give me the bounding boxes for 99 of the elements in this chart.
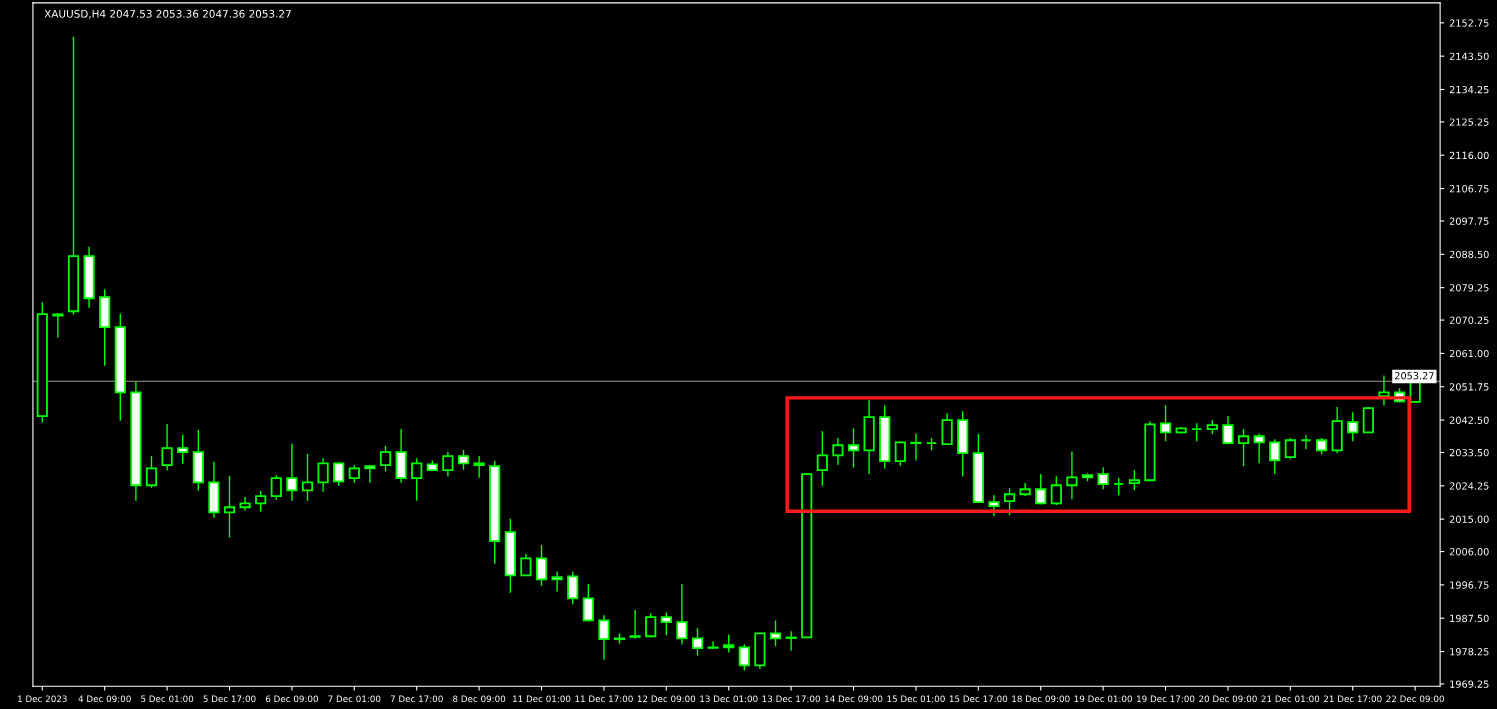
- candlestick: [270, 474, 282, 501]
- candlestick: [769, 619, 782, 648]
- candlestick: [1003, 487, 1016, 516]
- candlestick: [1097, 466, 1109, 490]
- candlestick: [177, 434, 189, 465]
- candlestick: [1128, 469, 1140, 492]
- candlestick: [442, 451, 454, 478]
- candlestick: [598, 614, 610, 661]
- candlestick: [473, 455, 485, 479]
- x-tick-label: 20 Dec 09:00: [1199, 695, 1257, 703]
- x-tick-label: 19 Dec 01:00: [1074, 695, 1132, 703]
- candlestick: [223, 475, 236, 539]
- candlestick: [1253, 432, 1265, 464]
- y-tick-label: 2070.25: [1449, 316, 1489, 324]
- x-tick-label: 8 Dec 09:00: [453, 695, 506, 703]
- candlestick: [161, 423, 173, 472]
- candlestick: [301, 453, 314, 502]
- text: XAUUSD,H4 2047.53 2053.36 2047.36 2053.27: [44, 9, 291, 19]
- y-tick-label: 2051.75: [1449, 383, 1489, 391]
- x-tick-label: 18 Dec 09:00: [1012, 695, 1070, 703]
- candlestick: [1284, 437, 1296, 461]
- y-tick-label: 2125.25: [1449, 118, 1489, 126]
- x-tick-label: 12 Dec 09:00: [637, 695, 696, 703]
- x-tick-label: 4 Dec 09:00: [78, 695, 131, 703]
- x-tick-label: 5 Dec 17:00: [203, 695, 256, 703]
- y-tick-label: 2042.50: [1449, 416, 1489, 424]
- candlestick: [1269, 438, 1281, 475]
- x-tick-label: 13 Dec 17:00: [762, 695, 820, 703]
- candlestick: [286, 443, 298, 502]
- y-tick-label: 2006.00: [1449, 548, 1489, 556]
- x-tick-label: 11 Dec 17:00: [575, 695, 633, 703]
- x-tick-label: 11 Dec 01:00: [513, 695, 571, 703]
- candlestick: [1050, 475, 1062, 506]
- candlestick: [988, 494, 1000, 517]
- candlestick: [1066, 450, 1078, 501]
- y-tick-label: 2024.25: [1449, 482, 1489, 490]
- x-tick-label: 6 Dec 09:00: [265, 695, 318, 703]
- y-tick-label: 2116.00: [1449, 151, 1489, 160]
- candlestick: [1237, 428, 1250, 467]
- candlestick: [457, 449, 470, 471]
- x-tick-label: 21 Dec 17:00: [1323, 695, 1382, 703]
- y-tick-label: 2015.00: [1449, 515, 1489, 523]
- candlestick: [1347, 411, 1359, 443]
- candlestick: [582, 583, 594, 623]
- candlestick: [535, 544, 548, 587]
- candlestick: [691, 627, 704, 657]
- candlestick: [1300, 434, 1312, 450]
- candlestick: [1035, 473, 1047, 506]
- y-tick-label: 2079.25: [1449, 284, 1489, 292]
- candlestick: [379, 445, 392, 473]
- candlestick: [1222, 415, 1234, 445]
- candlestick: [723, 633, 735, 654]
- candlestick: [520, 553, 532, 577]
- x-tick-label: 5 Dec 01:00: [141, 695, 194, 703]
- x-tick-label: 21 Dec 01:00: [1261, 695, 1320, 703]
- candlestick: [364, 464, 376, 484]
- x-tick-label: 22 Dec 09:00: [1386, 695, 1444, 703]
- candlestick: [847, 427, 860, 469]
- y-tick-label: 1996.75: [1450, 581, 1489, 589]
- y-tick-label: 2134.25: [1449, 85, 1489, 94]
- candlestick: [567, 570, 579, 605]
- candlestick: [1191, 422, 1203, 443]
- x-tick-label: 13 Dec 01:00: [700, 695, 758, 703]
- y-tick-label: 2097.75: [1449, 217, 1489, 225]
- candlestick: [317, 457, 329, 493]
- candlestick: [738, 643, 750, 672]
- x-tick-label: 15 Dec 17:00: [949, 695, 1008, 703]
- candlestick: [255, 490, 267, 513]
- candlestick: [551, 570, 563, 593]
- candlestick: [707, 640, 719, 650]
- candlestick: [676, 583, 688, 646]
- candlestick: [629, 609, 641, 640]
- candlestick: [411, 457, 423, 502]
- y-tick-label: 2033.50: [1449, 448, 1489, 457]
- y-tick-label: 1969.25: [1450, 680, 1489, 688]
- candlestick: [785, 630, 797, 652]
- candlestick: [145, 455, 158, 489]
- y-tick-label: 2106.75: [1449, 185, 1489, 193]
- y-tick-label: 2088.50: [1449, 250, 1489, 259]
- x-tick-label: 14 Dec 09:00: [825, 695, 883, 703]
- y-tick-label: 2152.75: [1449, 19, 1489, 27]
- candlestick: [910, 432, 922, 462]
- x-tick-label: 1 Dec 2023: [18, 695, 67, 703]
- y-tick-label: 1987.50: [1450, 614, 1489, 623]
- x-tick-label: 7 Dec 17:00: [390, 695, 443, 703]
- y-tick-label: 2061.00: [1449, 349, 1489, 358]
- candlestick: [1159, 404, 1172, 443]
- candlestick: [645, 612, 657, 639]
- x-tick-label: 15 Dec 01:00: [887, 695, 945, 703]
- y-tick-label: 1978.25: [1450, 648, 1489, 656]
- candlestick: [894, 440, 906, 467]
- x-tick-label: 19 Dec 17:00: [1137, 695, 1195, 703]
- candlestick: [1378, 374, 1390, 406]
- y-tick-label: 2143.50: [1449, 52, 1489, 60]
- candlestick: [660, 611, 672, 636]
- x-tick-label: 7 Dec 01:00: [328, 695, 381, 703]
- candlestick: [832, 437, 844, 466]
- ref-line-label: 2053.27: [1394, 372, 1434, 380]
- candlestick: [816, 430, 828, 487]
